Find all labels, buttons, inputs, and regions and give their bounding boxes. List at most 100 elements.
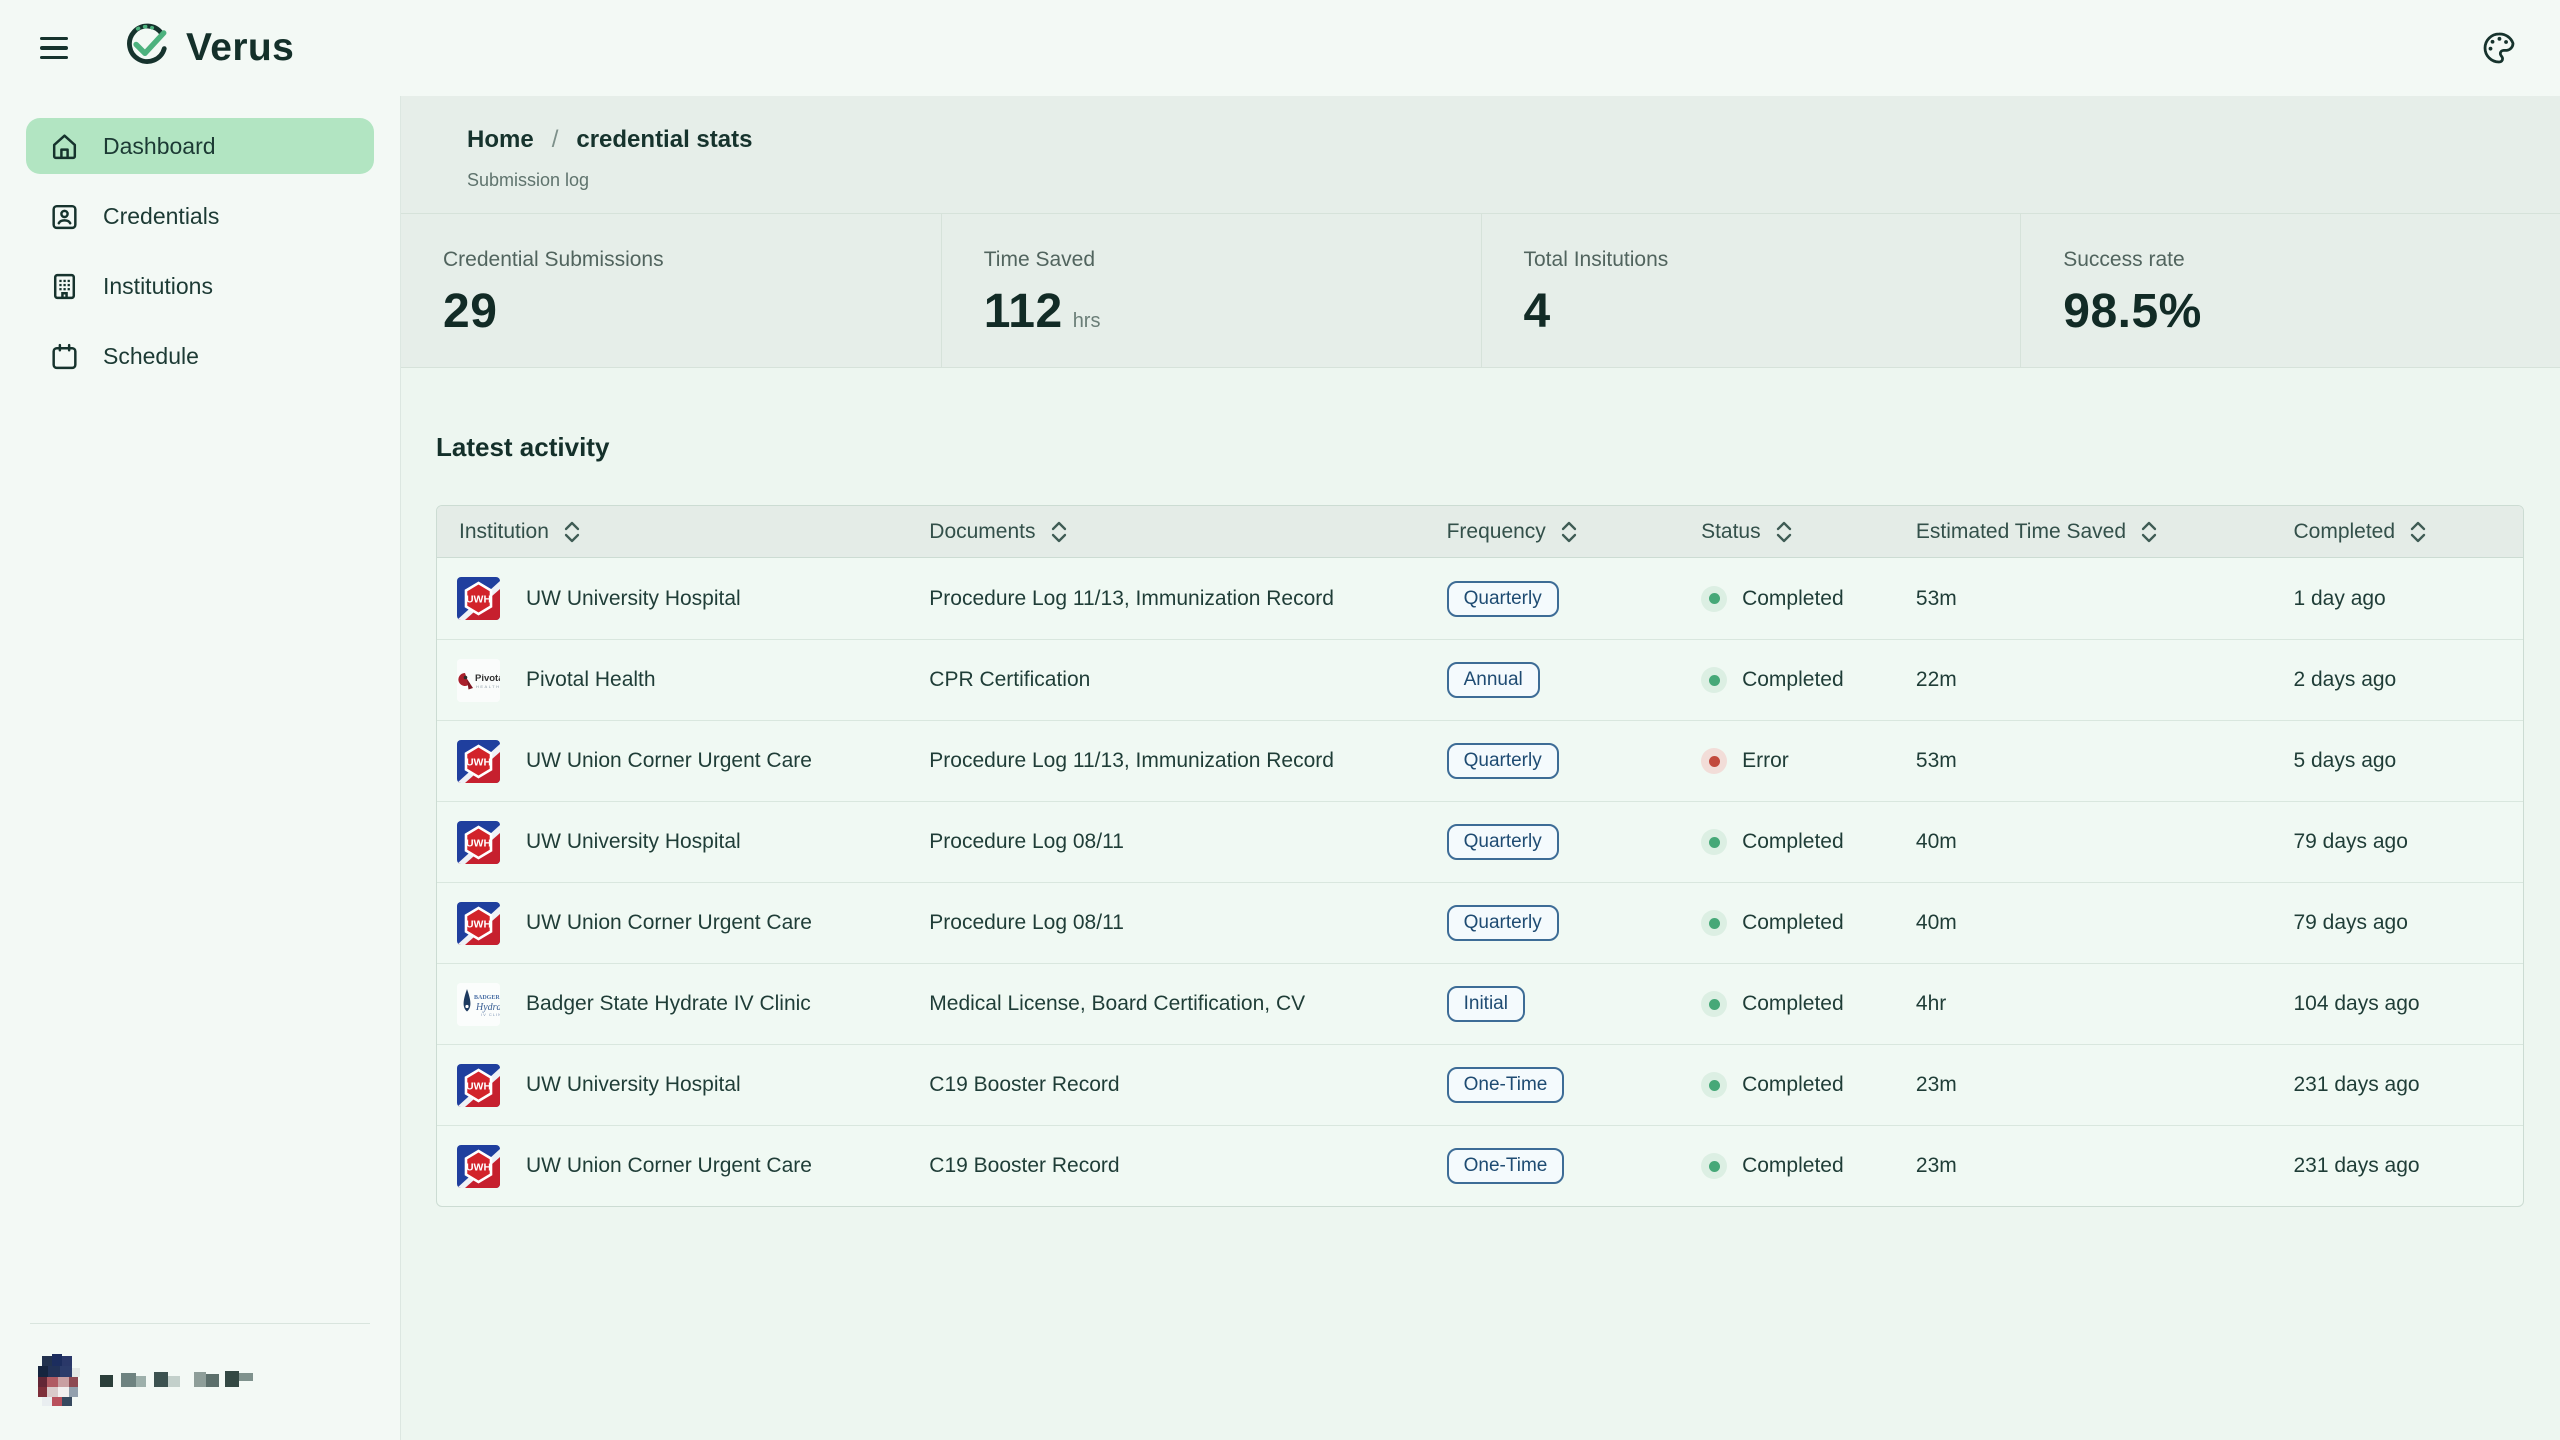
page-subtitle: Submission log (467, 170, 590, 190)
sidebar-user-footer[interactable] (30, 1323, 370, 1440)
frequency-badge: Quarterly (1446, 824, 1559, 860)
table-body: UWH UW University Hospital Procedure Log… (437, 558, 2523, 1206)
column-header-institution[interactable]: Institution (437, 519, 929, 545)
time-saved-cell: 53m (1915, 749, 1957, 772)
time-saved-cell: 40m (1915, 830, 1957, 853)
institution-logo: BADGER STATE Hydrate IV CLINIC (457, 982, 500, 1026)
documents-cell: Procedure Log 08/11 (929, 911, 1124, 934)
uwh-logo-icon: UWH (457, 739, 500, 783)
sort-icon (1561, 521, 1576, 542)
sidebar-item-label: Institutions (103, 272, 213, 299)
uwh-logo-icon: UWH (457, 820, 500, 864)
status-label: Error (1742, 749, 1789, 772)
svg-text:UWH: UWH (466, 918, 491, 930)
theme-palette-button[interactable] (2472, 21, 2526, 75)
svg-text:UWH: UWH (466, 837, 491, 849)
redacted-user-name (100, 1371, 253, 1387)
column-header-documents[interactable]: Documents (929, 519, 1446, 545)
documents-cell: C19 Booster Record (929, 1154, 1120, 1177)
completed-cell: 79 days ago (2293, 830, 2408, 853)
svg-text:UWH: UWH (466, 1080, 491, 1092)
uwh-logo-icon: UWH (457, 1063, 500, 1107)
svg-text:HEALTH: HEALTH (476, 684, 500, 689)
status-label: Completed (1742, 1154, 1844, 1177)
table-row[interactable]: UWH UW Union Corner Urgent Care C19 Boos… (437, 1125, 2523, 1206)
status-label: Completed (1742, 992, 1844, 1015)
breadcrumb: Home / credential stats (467, 126, 2560, 154)
main-content: Home / credential stats Submission log C… (400, 96, 2560, 1440)
frequency-badge: One-Time (1446, 1067, 1565, 1103)
brand: Verus (122, 22, 294, 75)
status-dot (1701, 1072, 1728, 1098)
status-dot (1701, 748, 1728, 774)
svg-text:UWH: UWH (466, 756, 491, 768)
institution-name: UW University Hospital (526, 586, 741, 610)
institution-logo: UWH (457, 739, 500, 783)
uwh-logo-icon: UWH (457, 577, 500, 620)
time-saved-cell: 22m (1915, 668, 1957, 691)
svg-text:Hydrate: Hydrate (475, 1002, 500, 1013)
sort-icon (2410, 521, 2426, 542)
institution-name: UW Union Corner Urgent Care (526, 911, 812, 934)
completed-cell: 1 day ago (2293, 586, 2386, 610)
frequency-badge: Quarterly (1446, 905, 1559, 941)
home-icon (52, 133, 77, 159)
status-label: Completed (1742, 586, 1844, 610)
status-label: Completed (1742, 1073, 1844, 1096)
calendar-icon (52, 343, 77, 369)
stat-label: Success rate (2063, 248, 2185, 271)
stat-card-credential-submissions: Credential Submissions 29 (401, 214, 941, 373)
documents-cell: CPR Certification (929, 668, 1091, 691)
stat-label: Time Saved (983, 248, 1096, 271)
stat-label: Credential Submissions (443, 248, 664, 271)
svg-text:UWH: UWH (466, 594, 491, 606)
svg-text:BADGER STATE: BADGER STATE (474, 995, 500, 1001)
completed-cell: 5 days ago (2293, 749, 2397, 772)
sidebar-item-credentials[interactable]: Credentials (26, 188, 374, 244)
status-cell: Completed (1701, 829, 1916, 855)
table-row[interactable]: UWH UW University Hospital Procedure Log… (437, 801, 2523, 882)
menu-toggle-button[interactable] (40, 25, 86, 71)
sidebar-item-schedule[interactable]: Schedule (26, 328, 374, 384)
column-header-status[interactable]: Status (1701, 519, 1916, 545)
column-header-frequency[interactable]: Frequency (1447, 519, 1701, 545)
column-header-estimated-time-saved[interactable]: Estimated Time Saved (1916, 519, 2294, 545)
table-row[interactable]: UWH UW University Hospital Procedure Log… (437, 558, 2523, 639)
sidebar-item-dashboard[interactable]: Dashboard (26, 118, 374, 174)
institution-logo: UWH (457, 1063, 500, 1107)
status-cell: Completed (1701, 1153, 1916, 1179)
frequency-badge: Annual (1446, 662, 1540, 698)
table-row[interactable]: Pivotal HEALTH Pivotal Health CPR Certif… (437, 639, 2523, 720)
uwh-logo-icon: UWH (457, 1144, 500, 1188)
institution-logo: UWH (457, 820, 500, 864)
table-row[interactable]: BADGER STATE Hydrate IV CLINIC Badger St… (437, 963, 2523, 1044)
breadcrumb-home-link[interactable]: Home (467, 126, 534, 153)
table-row[interactable]: UWH UW Union Corner Urgent Care Procedur… (437, 720, 2523, 801)
breadcrumb-current: credential stats (576, 126, 753, 153)
institution-logo: UWH (457, 901, 500, 945)
sidebar-item-label: Schedule (103, 342, 199, 369)
sidebar-item-institutions[interactable]: Institutions (26, 258, 374, 314)
sidebar-item-label: Credentials (103, 202, 220, 229)
uwh-logo-icon: UWH (457, 901, 500, 945)
column-header-completed[interactable]: Completed (2293, 519, 2522, 545)
sort-icon (2141, 521, 2157, 542)
building-icon (53, 273, 76, 299)
institution-name: Badger State Hydrate IV Clinic (526, 992, 811, 1015)
stat-unit: hrs (1072, 310, 1101, 332)
status-label: Completed (1742, 668, 1844, 691)
palette-icon (2483, 32, 2515, 64)
time-saved-cell: 23m (1915, 1073, 1957, 1096)
institution-logo: Pivotal HEALTH (457, 658, 500, 702)
sidebar-nav: Dashboard Credentials (0, 96, 400, 406)
stat-value: 29 (443, 285, 498, 338)
stat-value: 112 (983, 285, 1063, 338)
completed-cell: 104 days ago (2293, 992, 2420, 1015)
status-dot (1701, 829, 1728, 855)
section-title: Latest activity (436, 432, 610, 462)
table-row[interactable]: UWH UW University Hospital C19 Booster R… (437, 1044, 2523, 1125)
documents-cell: Procedure Log 08/11 (929, 830, 1124, 853)
completed-cell: 79 days ago (2293, 911, 2408, 934)
table-row[interactable]: UWH UW Union Corner Urgent Care Procedur… (437, 882, 2523, 963)
time-saved-cell: 53m (1915, 586, 1957, 610)
